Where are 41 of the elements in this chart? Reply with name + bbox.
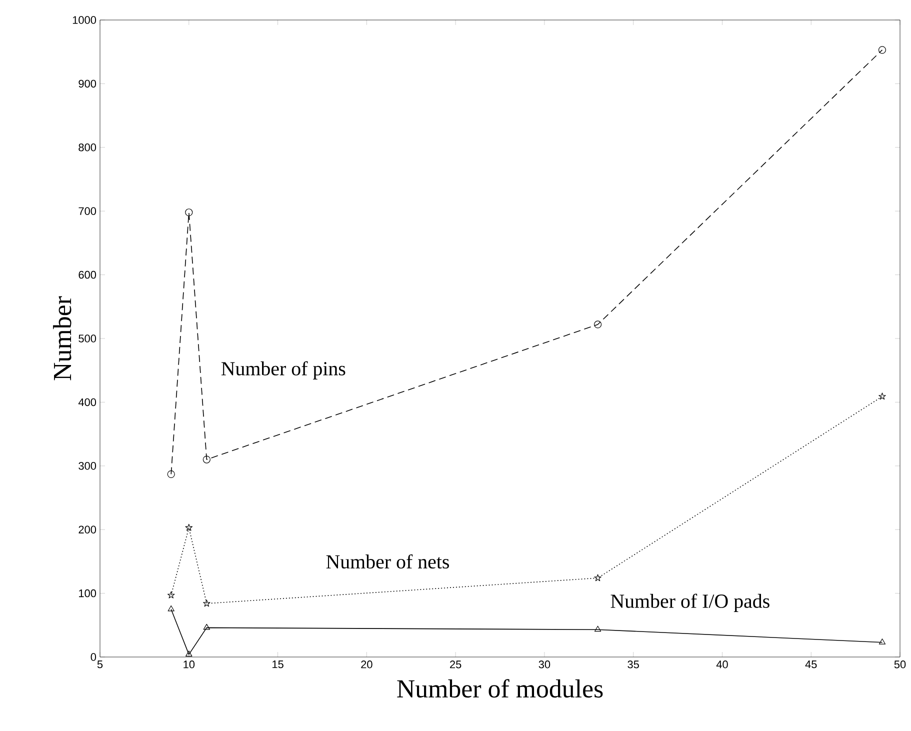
- series-label: Number of nets: [326, 554, 449, 569]
- y-tick-label: 500: [78, 334, 96, 342]
- x-tick-label: 30: [538, 660, 550, 668]
- point: [186, 650, 192, 657]
- series-label: Number of pins: [221, 361, 346, 380]
- point: [167, 470, 175, 478]
- point: [203, 600, 210, 607]
- y-axis-title: Number: [53, 296, 72, 380]
- point: [203, 624, 210, 630]
- x-tick-label: 40: [716, 660, 728, 668]
- point: [594, 320, 602, 328]
- point: [168, 605, 174, 612]
- y-tick-label: 400: [78, 398, 96, 406]
- point: [594, 626, 602, 632]
- x-tick-label: 20: [361, 660, 372, 668]
- y-tick-label: 300: [78, 462, 96, 470]
- point: [878, 392, 886, 400]
- point: [167, 591, 175, 598]
- y-tick-label: 100: [79, 589, 96, 598]
- point: [185, 208, 193, 216]
- y-tick-label: 900: [78, 80, 96, 88]
- x-axis-title: Number of modules: [397, 679, 603, 698]
- x-tick-label: 45: [805, 660, 817, 668]
- y-tick-label: 800: [78, 144, 96, 152]
- x-tick-label: 15: [272, 660, 284, 668]
- y-tick-label: 1000: [72, 16, 96, 24]
- x-tick-label: 10: [184, 660, 195, 668]
- y-tick-label: 700: [78, 207, 96, 215]
- point: [878, 638, 886, 644]
- y-tick-label: 600: [78, 270, 96, 279]
- point: [185, 524, 193, 531]
- x-tick-label: 5: [97, 660, 103, 668]
- y-tick-label: 0: [90, 653, 96, 661]
- x-tick-label: 35: [628, 660, 639, 668]
- series-label: Number of I/O pads: [610, 594, 770, 612]
- point: [878, 46, 886, 54]
- point: [202, 456, 210, 464]
- x-tick-label: 25: [450, 660, 462, 668]
- y-tick-label: 200: [78, 526, 96, 534]
- point: [594, 574, 602, 582]
- x-tick-label: 50: [894, 660, 906, 668]
